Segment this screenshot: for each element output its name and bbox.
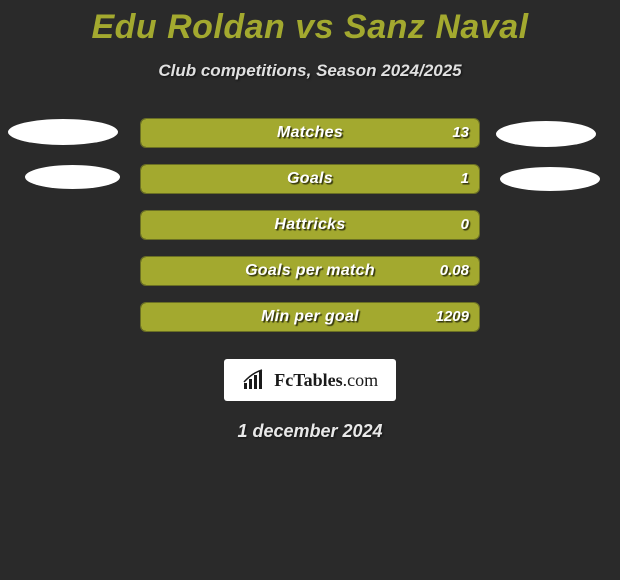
stat-label: Goals per match (141, 262, 479, 280)
chart-icon (242, 369, 266, 391)
stat-row: Min per goal1209 (0, 303, 620, 349)
player-right-marker (500, 167, 600, 191)
stat-label: Hattricks (141, 216, 479, 234)
stat-label: Goals (141, 170, 479, 188)
player-right-marker (496, 121, 596, 147)
stat-row: Matches13 (0, 119, 620, 165)
page-title: Edu Roldan vs Sanz Naval (0, 0, 620, 47)
stats-chart: Matches13 Goals1 Hattricks0 Goals per match… (0, 119, 620, 349)
stat-value: 13 (452, 124, 469, 141)
stat-row: Goals per match0.08 (0, 257, 620, 303)
stat-row: Goals1 (0, 165, 620, 211)
stat-value: 1 (461, 170, 469, 187)
stat-bar: Min per goal1209 (140, 302, 480, 332)
stat-bar: Goals1 (140, 164, 480, 194)
stat-label: Min per goal (141, 308, 479, 326)
stat-value: 0 (461, 216, 469, 233)
stat-bar: Goals per match0.08 (140, 256, 480, 286)
logo-text: FcTables.com (274, 370, 378, 391)
stat-bar: Matches13 (140, 118, 480, 148)
stat-bar: Hattricks0 (140, 210, 480, 240)
date-label: 1 december 2024 (0, 421, 620, 442)
logo-container: FcTables.com (0, 359, 620, 401)
subtitle: Club competitions, Season 2024/2025 (0, 61, 620, 81)
stat-label: Matches (141, 124, 479, 142)
stat-value: 1209 (436, 308, 469, 325)
fctables-logo[interactable]: FcTables.com (224, 359, 396, 401)
stat-value: 0.08 (440, 262, 469, 279)
player-left-marker (8, 119, 118, 145)
player-left-marker (25, 165, 120, 189)
stat-row: Hattricks0 (0, 211, 620, 257)
